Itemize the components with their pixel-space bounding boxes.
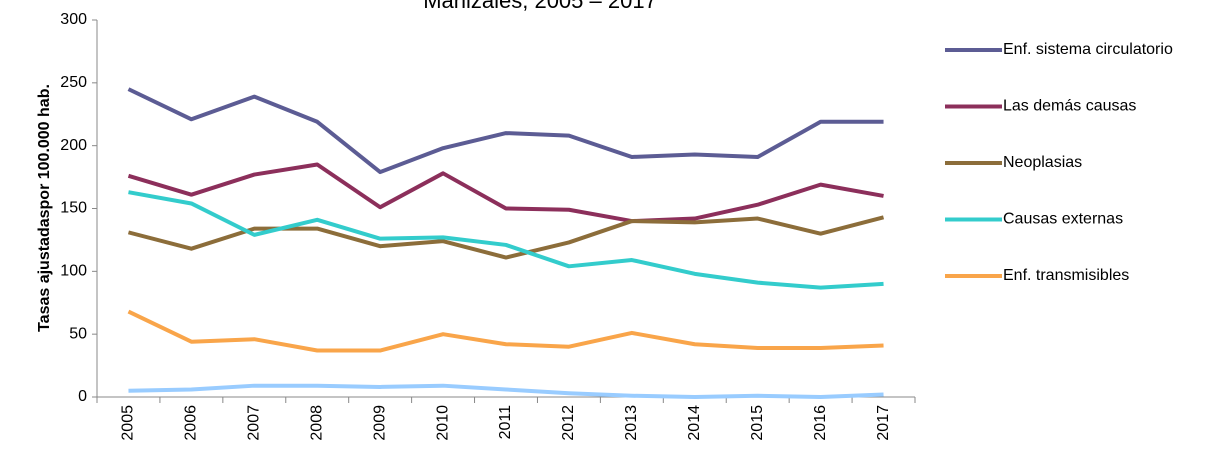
legend-label: Enf. transmisibles (1003, 267, 1129, 284)
x-tick-label: 2015 (749, 405, 766, 441)
x-tick-label: 2007 (246, 405, 263, 441)
series-line (127, 309, 884, 353)
y-tick-label: 50 (69, 325, 87, 342)
x-tick-label: 2005 (120, 405, 137, 441)
series-line (127, 87, 884, 175)
series-line (128, 383, 884, 399)
y-axis-label: Tasas ajustadaspor 100.000 hab. (36, 84, 53, 332)
legend-label: Causas externas (1003, 211, 1123, 228)
x-tick-label: 2014 (686, 405, 703, 441)
legend-label: Las demás causas (1003, 98, 1136, 115)
y-tick-label: 0 (78, 388, 87, 405)
y-tick-label: 250 (60, 74, 87, 91)
legend-label: Neoplasias (1003, 154, 1082, 171)
y-tick-label: 150 (60, 200, 87, 217)
series-line (127, 215, 885, 260)
chart-title: Manizales, 2005 – 2017 (423, 0, 657, 13)
y-tick-label: 100 (60, 263, 87, 280)
legend-label: Enf. sistema circulatorio (1003, 41, 1173, 58)
series-line (128, 190, 884, 290)
x-tick-label: 2017 (875, 405, 892, 441)
x-tick-label: 2013 (623, 405, 640, 441)
x-tick-label: 2008 (308, 405, 325, 441)
x-tick-label: 2012 (560, 405, 577, 441)
series-line (127, 162, 884, 224)
y-tick-label: 200 (60, 137, 87, 154)
x-tick-label: 2009 (371, 405, 388, 441)
y-tick-label: 300 (60, 11, 87, 28)
x-tick-label: 2010 (434, 405, 451, 441)
x-tick-label: 2011 (497, 405, 514, 440)
x-tick-label: 2006 (183, 405, 200, 441)
x-tick-label: 2016 (812, 405, 829, 441)
